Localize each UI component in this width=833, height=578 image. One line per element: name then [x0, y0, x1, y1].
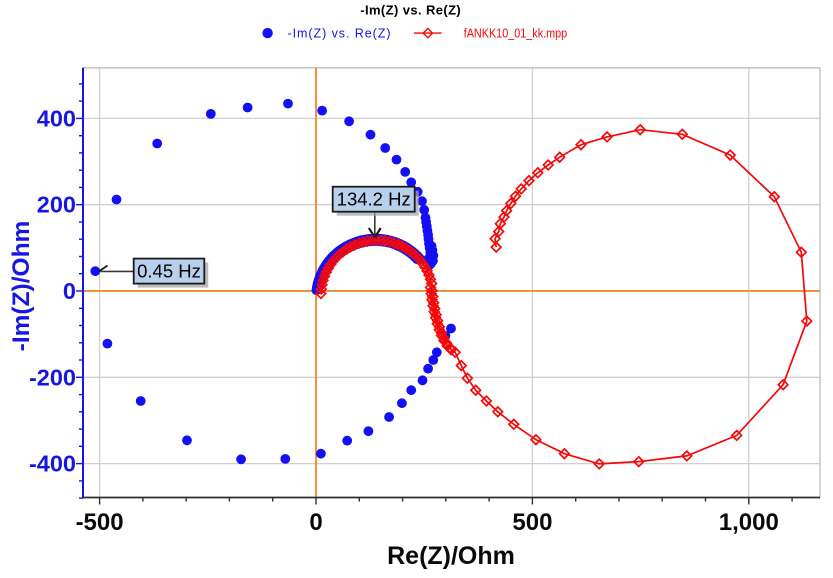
svg-text:200: 200 — [37, 192, 76, 218]
svg-text:400: 400 — [37, 105, 76, 131]
svg-text:1,000: 1,000 — [719, 509, 779, 536]
svg-text:-500: -500 — [76, 509, 124, 536]
svg-text:0: 0 — [309, 509, 322, 536]
svg-text:0: 0 — [63, 278, 76, 304]
svg-text:-400: -400 — [29, 451, 76, 477]
svg-text:-200: -200 — [29, 364, 76, 390]
svg-text:0.45 Hz: 0.45 Hz — [137, 261, 201, 282]
svg-text:-Im(Z)/Ohm: -Im(Z)/Ohm — [8, 221, 35, 352]
svg-text:-Im(Z) vs. Re(Z): -Im(Z) vs. Re(Z) — [288, 27, 391, 41]
svg-text:Re(Z)/Ohm: Re(Z)/Ohm — [387, 542, 515, 570]
svg-text:fANKK10_01_kk.mpp: fANKK10_01_kk.mpp — [464, 26, 568, 41]
svg-text:134.2 Hz: 134.2 Hz — [337, 189, 411, 210]
svg-text:500: 500 — [512, 509, 552, 536]
svg-text:-Im(Z) vs. Re(Z): -Im(Z) vs. Re(Z) — [360, 3, 461, 18]
